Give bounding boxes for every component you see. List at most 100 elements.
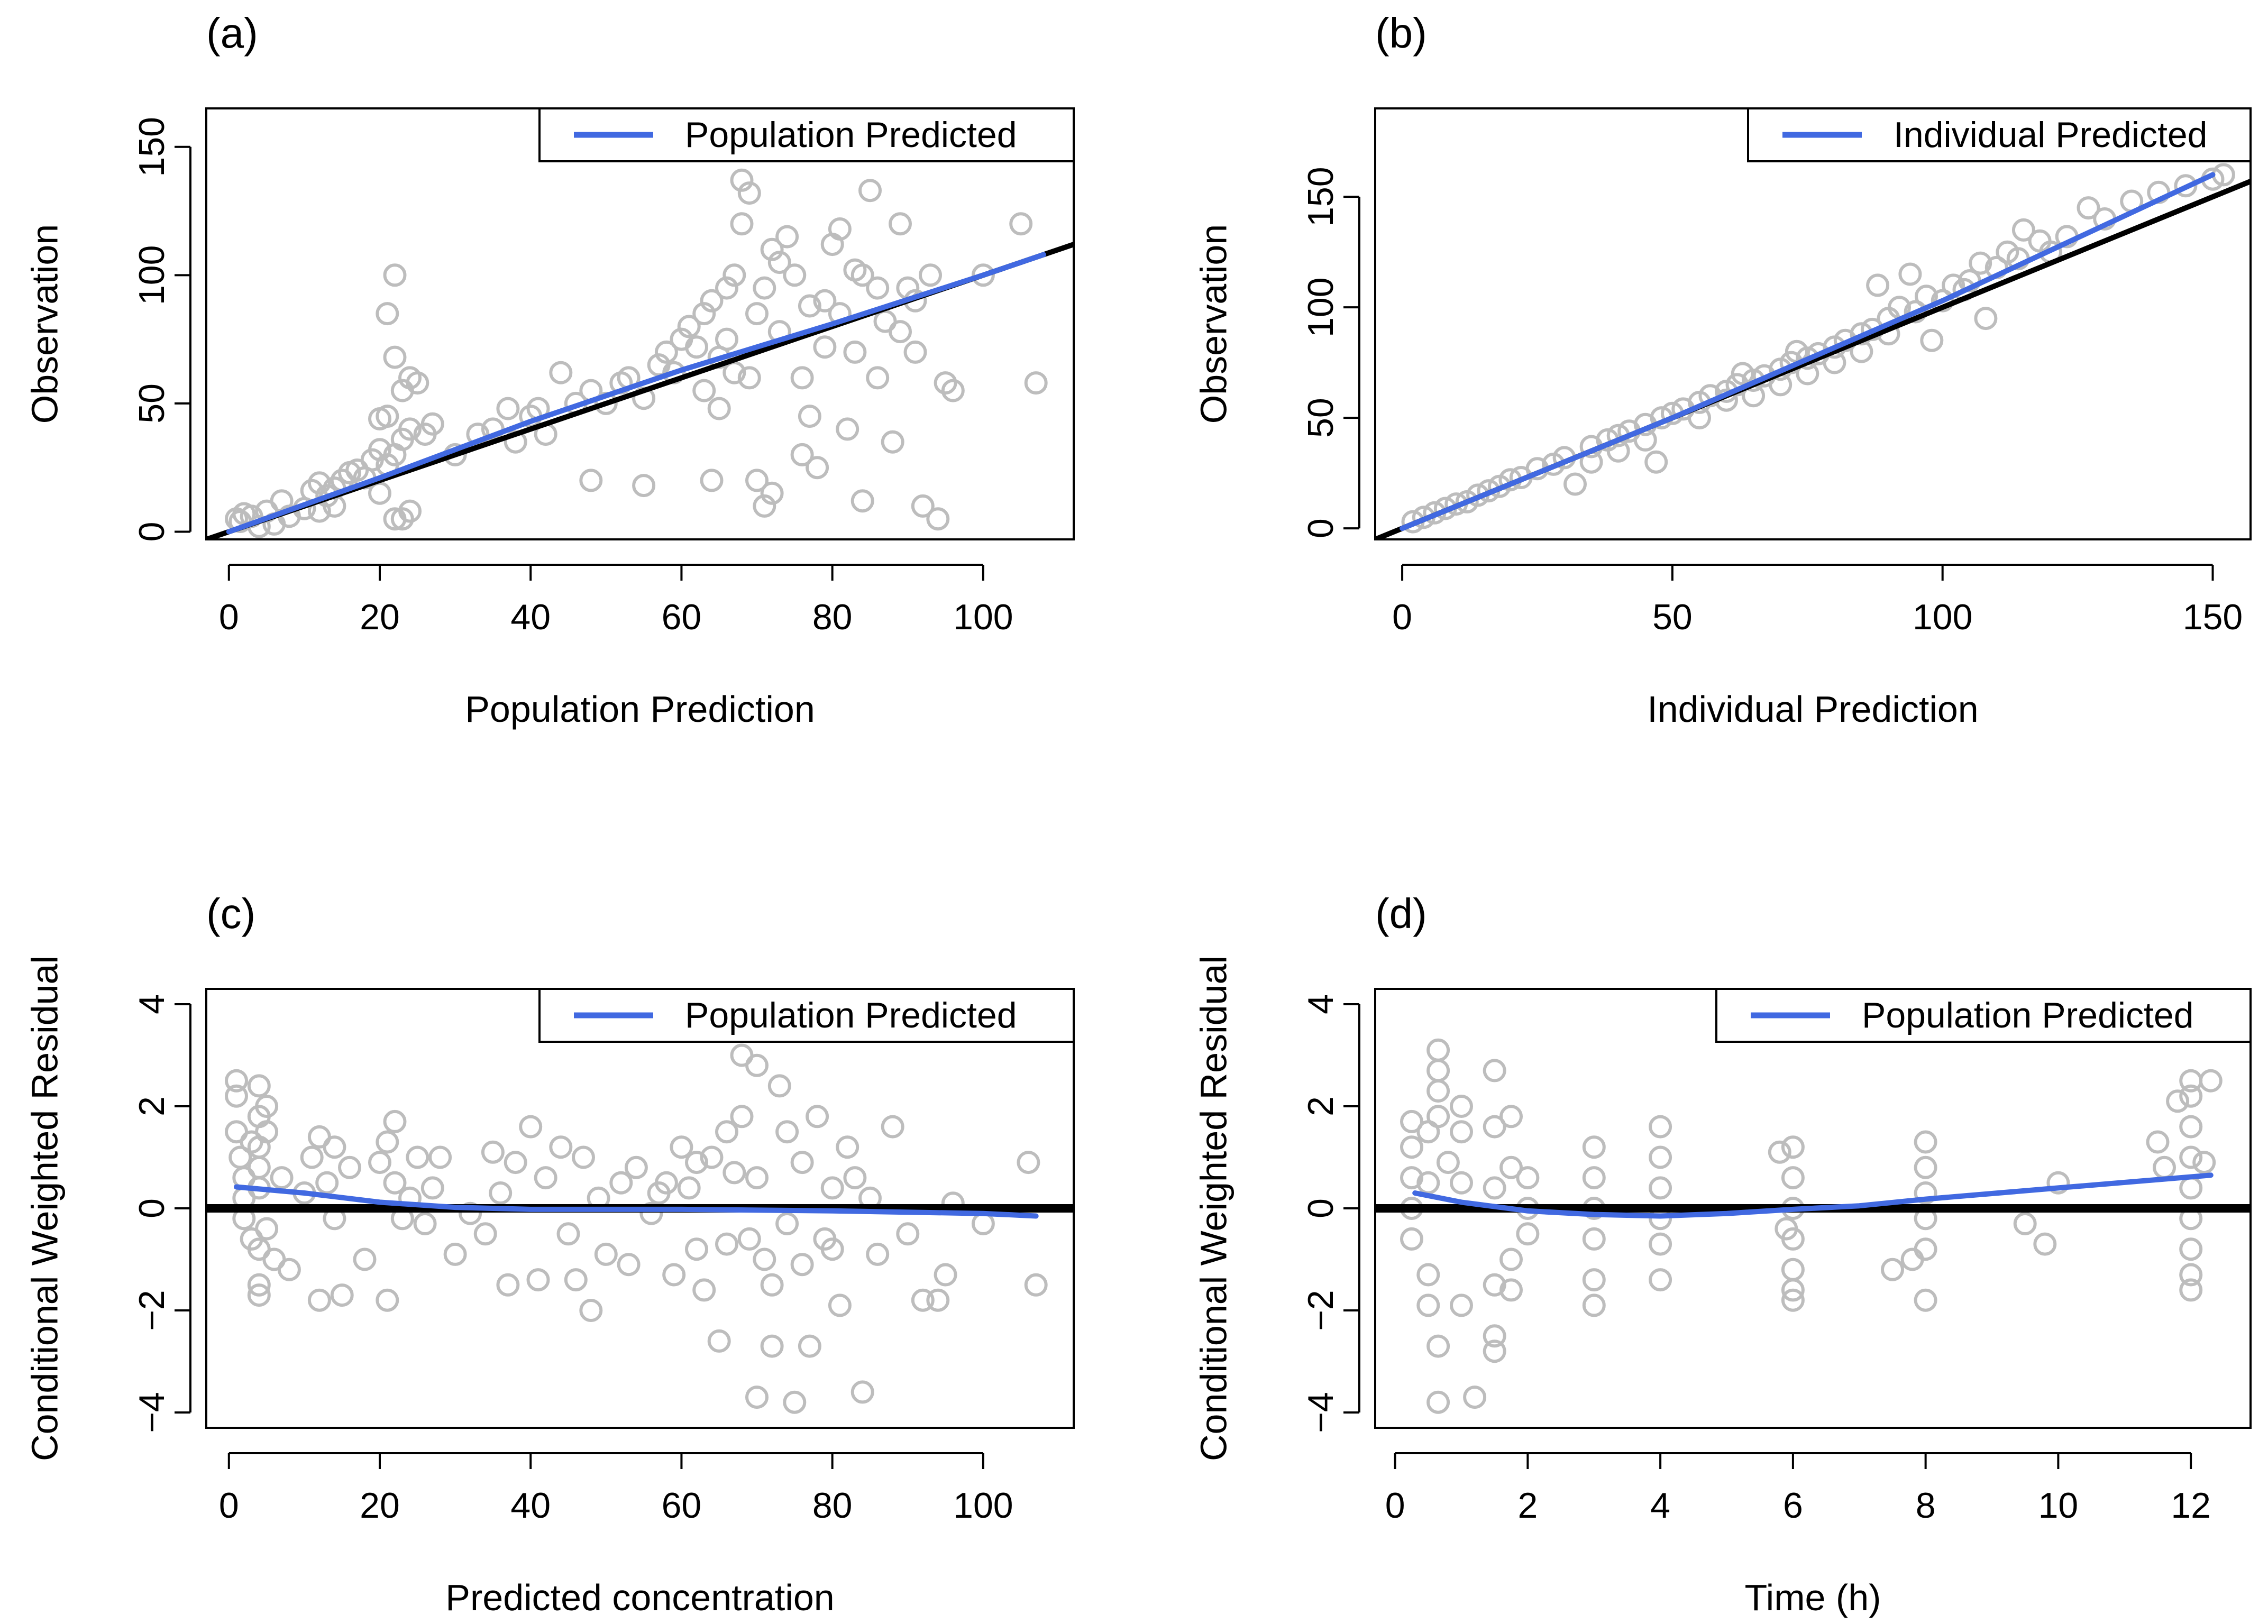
data-point — [1649, 1268, 1672, 1292]
data-point — [911, 1288, 935, 1312]
y-axis-title: Conditional Weighted Residual — [1193, 956, 1234, 1461]
data-point — [850, 489, 874, 513]
x-tick-label: 150 — [2183, 597, 2243, 637]
data-point — [225, 1084, 248, 1108]
data-point — [639, 1201, 663, 1225]
data-point — [2046, 1171, 2070, 1195]
data-point — [481, 1140, 505, 1164]
data-point — [1483, 1059, 1506, 1082]
x-axis: 0 50 100 150 — [1392, 564, 2243, 637]
data-point — [692, 302, 716, 326]
data-point — [820, 1176, 844, 1200]
data-point — [496, 397, 520, 420]
smooth-line — [234, 1184, 1039, 1219]
x-tick-label: 80 — [812, 597, 853, 637]
data-point — [1866, 273, 1890, 297]
data-point — [572, 1145, 595, 1169]
data-point — [685, 335, 708, 359]
data-point — [1400, 1166, 1423, 1190]
data-point — [609, 1171, 633, 1195]
y-tick-label: 100 — [1301, 277, 1341, 337]
x-tick-label: 100 — [1913, 597, 1972, 637]
data-point — [926, 1288, 950, 1312]
data-point — [1483, 1273, 1506, 1297]
data-point — [820, 1237, 844, 1261]
data-point — [1017, 1151, 1040, 1175]
y-tick-label: 2 — [1301, 1096, 1341, 1116]
legend: Population Predicted — [538, 988, 1075, 1043]
x-axis-title: Time (h) — [1745, 1577, 1881, 1618]
data-point — [934, 371, 957, 395]
y-tick-label: 0 — [1301, 518, 1341, 538]
data-point — [798, 294, 821, 318]
data-point — [549, 1135, 573, 1159]
data-point — [971, 263, 995, 287]
x-axis: 0 20 40 60 80 100 — [219, 564, 1013, 637]
x-tick-label: 0 — [219, 1485, 239, 1526]
data-point — [2179, 1263, 2203, 1287]
x-tick-label: 60 — [662, 1485, 702, 1526]
data-point — [1900, 1247, 1924, 1271]
data-point — [2179, 1278, 2203, 1302]
y-tick-label: 150 — [1301, 167, 1341, 226]
legend-label: Population Predicted — [685, 115, 1017, 155]
data-point — [556, 1222, 580, 1246]
y-tick-label: 4 — [132, 994, 172, 1014]
x-tick-label: 8 — [1916, 1485, 1936, 1526]
y-tick-label: 150 — [132, 117, 172, 177]
data-point — [315, 1171, 339, 1195]
data-point — [1563, 472, 1587, 496]
x-tick-label: 100 — [953, 1485, 1013, 1526]
x-tick-label: 60 — [662, 597, 702, 637]
data-point — [760, 1334, 784, 1358]
data-point — [753, 276, 776, 300]
y-tick-label: 4 — [1301, 994, 1341, 1014]
plot-area — [1375, 163, 2251, 539]
data-point — [255, 1120, 279, 1144]
data-point — [1450, 1120, 1473, 1144]
data-point — [941, 379, 965, 402]
panel-a: (a) 0 20 40 60 80 100 Population Prediction 0 50 1… — [24, 10, 1075, 730]
data-point — [896, 1222, 920, 1246]
legend: Individual Predicted — [1747, 107, 2252, 162]
data-point — [843, 258, 867, 282]
data-point — [300, 1145, 324, 1169]
data-point — [270, 1166, 294, 1190]
data-point — [806, 456, 829, 480]
data-point — [866, 366, 890, 390]
data-point — [1450, 1095, 1473, 1118]
x-tick-label: 12 — [2171, 1485, 2211, 1526]
data-point — [843, 1166, 867, 1190]
data-point — [1582, 1268, 1606, 1292]
data-point — [1649, 1232, 1672, 1256]
data-point — [934, 1263, 957, 1287]
y-tick-label: 50 — [132, 383, 172, 424]
data-point — [760, 481, 784, 505]
data-point — [255, 1217, 279, 1241]
y-axis: −4 −2 0 2 4 — [1301, 994, 1360, 1433]
data-point — [700, 1145, 724, 1169]
legend: Population Predicted — [538, 107, 1075, 162]
data-point — [420, 1176, 444, 1200]
data-point — [858, 179, 882, 203]
legend-label: Population Predicted — [685, 995, 1017, 1035]
legend-label: Individual Predicted — [1894, 115, 2207, 155]
data-point — [1974, 307, 1998, 331]
y-tick-label: 2 — [132, 1096, 172, 1116]
y-tick-label: −4 — [132, 1392, 172, 1433]
data-point — [745, 1053, 769, 1077]
data-point — [677, 315, 701, 338]
data-point — [715, 1120, 738, 1144]
data-point — [783, 1390, 807, 1414]
data-point — [1463, 1386, 1487, 1409]
data-point — [383, 1109, 407, 1133]
data-point — [1499, 1105, 1523, 1128]
data-point — [459, 1201, 482, 1225]
data-point — [707, 397, 731, 420]
data-point — [255, 1095, 279, 1118]
data-point — [790, 366, 814, 390]
panel-d: (d) 0 2 4 6 8 10 12 Time (h) −4 −2 0 2 4 Conditional W… — [1193, 890, 2252, 1618]
data-point — [707, 1329, 731, 1353]
x-tick-label: 100 — [953, 597, 1013, 637]
x-tick-label: 4 — [1650, 1485, 1670, 1526]
